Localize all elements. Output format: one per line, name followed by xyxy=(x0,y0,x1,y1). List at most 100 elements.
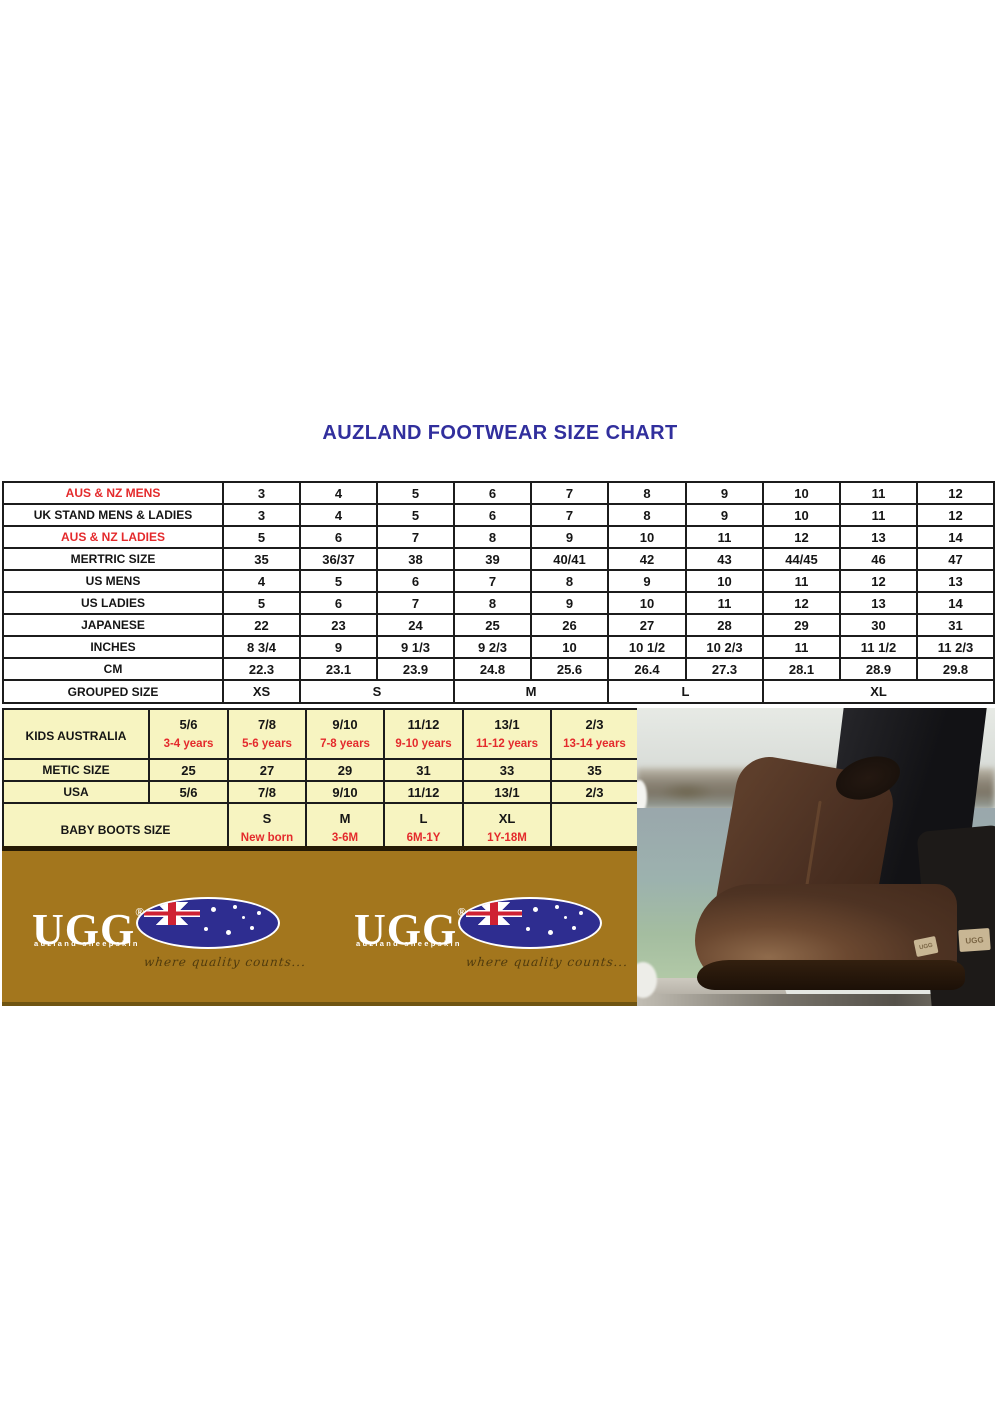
size-cell: 6 xyxy=(299,525,378,549)
kids-size-cell: 11/12 9-10 years xyxy=(383,708,464,760)
table-row: US LADIES 5 6 7 8 9 10 11 12 13 14 xyxy=(2,591,995,615)
kids-size-cell: 5/6 3-4 years xyxy=(148,708,229,760)
group-cell: L xyxy=(607,679,764,704)
baby-boots-row: BABY BOOTS SIZE S New born M 3-6M L 6M-1Y X… xyxy=(2,802,639,854)
kids-size-cell: 7/8 xyxy=(227,780,307,804)
size-cell: 4 xyxy=(299,503,378,527)
size-cell: 36/37 xyxy=(299,547,378,571)
row-label: METIC SIZE xyxy=(2,758,150,782)
size-cell: 7 xyxy=(530,503,609,527)
size-cell: 9 xyxy=(685,503,764,527)
size-chart-table: AUS & NZ MENS 3 4 5 6 7 8 9 10 11 12 UK … xyxy=(2,481,995,704)
baby-age: 1Y-18M xyxy=(487,832,527,844)
table-row: CM 22.3 23.1 23.9 24.8 25.6 26.4 27.3 28… xyxy=(2,657,995,681)
kids-age: 11-12 years xyxy=(475,738,539,750)
kids-size-cell: 9/10 7-8 years xyxy=(305,708,385,760)
kids-size-cell: 2/3 xyxy=(550,780,639,804)
table-row: JAPANESE 22 23 24 25 26 27 28 29 30 31 xyxy=(2,613,995,637)
size-cell: 10 xyxy=(607,525,687,549)
size-cell: 28.1 xyxy=(762,657,841,681)
size-cell: 8 xyxy=(453,525,532,549)
size-cell: 7 xyxy=(376,591,455,615)
baby-size-cell xyxy=(550,802,639,854)
baby-size-cell: L 6M-1Y xyxy=(383,802,464,854)
size-cell: 11 xyxy=(685,591,764,615)
kids-size-cell: 7/8 5-6 years xyxy=(227,708,307,760)
size-cell: 9 xyxy=(607,569,687,593)
ugg-logo: UGG® auzland sheepskin where quality cou… xyxy=(348,893,648,998)
brand-wordmark: UGG® xyxy=(32,893,145,952)
size-cell: 10 xyxy=(762,503,841,527)
kids-size-cell: 25 xyxy=(148,758,229,782)
size-cell: 43 xyxy=(685,547,764,571)
size-cell: 6 xyxy=(376,569,455,593)
kids-size: 9/10 xyxy=(332,717,358,732)
size-cell: 22 xyxy=(222,613,301,637)
brand-wordmark: UGG® xyxy=(354,893,467,952)
table-row: UK STAND MENS & LADIES 3 4 5 6 7 8 9 10 … xyxy=(2,503,995,527)
size-cell: 11 xyxy=(685,525,764,549)
kids-size-cell: 5/6 xyxy=(148,780,229,804)
size-cell: 35 xyxy=(222,547,301,571)
kids-age: 7-8 years xyxy=(320,738,370,750)
row-label: US MENS xyxy=(2,569,224,593)
size-cell: 3 xyxy=(222,503,301,527)
row-label: BABY BOOTS SIZE xyxy=(2,802,229,854)
size-cell: 6 xyxy=(453,481,532,505)
size-cell: 14 xyxy=(916,525,995,549)
star-icon xyxy=(241,916,245,920)
size-cell: 8 xyxy=(607,503,687,527)
size-cell: 12 xyxy=(762,591,841,615)
size-cell: 13 xyxy=(839,591,918,615)
table-row: AUS & NZ MENS 3 4 5 6 7 8 9 10 11 12 xyxy=(2,481,995,505)
group-cell: S xyxy=(299,679,455,704)
kids-size-cell: 29 xyxy=(305,758,385,782)
size-cell: 5 xyxy=(222,525,301,549)
size-cell: 12 xyxy=(916,503,995,527)
star-icon xyxy=(203,926,208,931)
table-row: AUS & NZ LADIES 5 6 7 8 9 10 11 12 13 14 xyxy=(2,525,995,549)
size-cell: 10 xyxy=(530,635,609,659)
baby-age: New born xyxy=(240,832,294,844)
star-icon xyxy=(579,911,583,916)
size-cell: 11 xyxy=(839,503,918,527)
size-cell: 3 xyxy=(222,481,301,505)
size-cell: 22.3 xyxy=(222,657,301,681)
registered-mark: ® xyxy=(457,905,467,919)
union-jack-icon xyxy=(143,901,200,925)
boot-sole xyxy=(697,960,965,990)
size-cell: 28.9 xyxy=(839,657,918,681)
sailboat xyxy=(637,780,647,812)
size-cell: 46 xyxy=(839,547,918,571)
star-icon xyxy=(532,906,538,912)
size-cell: 12 xyxy=(839,569,918,593)
size-cell: 7 xyxy=(376,525,455,549)
registered-mark: ® xyxy=(135,905,145,919)
size-cell: 6 xyxy=(453,503,532,527)
size-cell: 7 xyxy=(530,481,609,505)
page-title: AUZLAND FOOTWEAR SIZE CHART xyxy=(322,422,678,444)
size-cell: 9 xyxy=(530,591,609,615)
size-cell: 10 xyxy=(607,591,687,615)
size-cell: 8 3/4 xyxy=(222,635,301,659)
kids-size-cell: 35 xyxy=(550,758,639,782)
row-label: AUS & NZ MENS xyxy=(2,481,224,505)
size-cell: 30 xyxy=(839,613,918,637)
brand-tagline: where quality counts... xyxy=(465,955,629,969)
star-icon xyxy=(233,904,238,909)
boot-photo: UGG UGG xyxy=(637,708,995,1006)
size-cell: 23 xyxy=(299,613,378,637)
sea-foam xyxy=(637,962,657,998)
size-cell: 25 xyxy=(453,613,532,637)
size-cell: 24.8 xyxy=(453,657,532,681)
kids-australia-row: KIDS AUSTRALIA 5/6 3-4 years 7/8 5-6 years… xyxy=(2,708,639,760)
size-cell: 5 xyxy=(376,481,455,505)
size-cell: 23.1 xyxy=(299,657,378,681)
kids-age: 3-4 years xyxy=(163,738,214,750)
size-cell: 8 xyxy=(607,481,687,505)
size-cell: 13 xyxy=(916,569,995,593)
size-cell: 8 xyxy=(530,569,609,593)
brand-subtitle: auzland sheepskin xyxy=(34,939,140,948)
size-cell: 9 1/3 xyxy=(376,635,455,659)
